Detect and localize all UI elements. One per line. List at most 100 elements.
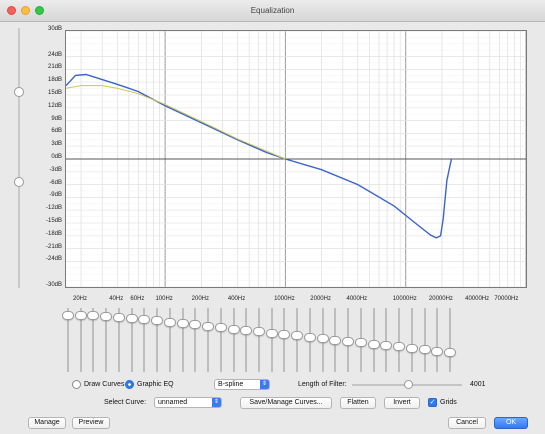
draw-curves-radio[interactable] [72,380,81,389]
grids-checkbox[interactable]: ✓ [428,398,437,407]
min-gain-thumb[interactable] [14,176,24,187]
eq-band-thumb[interactable] [291,331,304,341]
eq-band-slider[interactable] [418,308,431,372]
eq-band-thumb[interactable] [227,324,240,334]
eq-band-slider[interactable] [163,308,176,372]
y-tick-label: 12dB [47,102,62,109]
eq-band-thumb[interactable] [418,345,431,355]
eq-band-slider[interactable] [202,308,215,372]
eq-band-slider[interactable] [138,308,151,372]
eq-plot[interactable] [65,30,527,288]
eq-band-slider[interactable] [62,308,74,372]
cancel-button[interactable]: Cancel [448,417,486,429]
invert-button[interactable]: Invert [384,397,420,409]
eq-band-track [398,308,401,372]
eq-band-slider[interactable] [354,308,367,372]
eq-band-thumb[interactable] [202,321,215,331]
eq-band-thumb[interactable] [62,310,74,320]
eq-band-thumb[interactable] [163,317,176,327]
interpolation-select[interactable]: B-spline ⇕ [214,379,270,390]
eq-band-thumb[interactable] [253,327,265,337]
eq-band-slider[interactable] [265,308,278,372]
eq-band-slider[interactable] [329,308,342,372]
close-window-button[interactable] [7,6,16,15]
eq-band-thumb[interactable] [405,343,418,353]
filter-length-thumb[interactable] [404,380,413,389]
eq-band-slider[interactable] [342,308,355,372]
eq-band-thumb[interactable] [74,310,87,320]
eq-band-thumb[interactable] [316,334,329,344]
eq-curve-series-1 [65,85,286,160]
eq-band-track [283,308,286,372]
eq-band-thumb[interactable] [125,313,138,323]
eq-band-track [423,308,426,372]
eq-band-slider[interactable] [405,308,418,372]
eq-band-slider[interactable] [100,308,113,372]
eq-band-slider[interactable] [214,308,227,372]
curve-name-value: unnamed [158,399,188,406]
x-tick-label: 70000Hz [494,296,519,302]
eq-band-thumb[interactable] [240,325,253,335]
gain-scale-track [18,28,20,288]
eq-band-thumb[interactable] [444,347,456,357]
eq-band-thumb[interactable] [176,319,189,328]
eq-band-slider[interactable] [444,308,456,372]
eq-mode-row: Draw Curves Graphic EQ B-spline ⇕ Length… [0,378,545,392]
eq-band-thumb[interactable] [367,339,380,349]
curve-select[interactable]: unnamed ⇕ [154,397,222,408]
flatten-button[interactable]: Flatten [340,397,376,409]
eq-band-thumb[interactable] [303,332,316,342]
preview-button[interactable]: Preview [72,417,110,429]
x-tick-label: 2000Hz [310,296,331,302]
eq-band-thumb[interactable] [393,342,406,352]
eq-band-slider[interactable] [278,308,291,372]
gain-scale-slider[interactable] [14,28,24,288]
eq-band-slider[interactable] [431,308,444,372]
y-tick-label: -18dB [45,230,62,237]
chevron-updown-icon: ⇕ [212,398,221,407]
eq-band-slider[interactable] [87,308,100,372]
eq-band-thumb[interactable] [329,335,342,345]
eq-band-thumb[interactable] [214,323,227,333]
eq-band-thumb[interactable] [431,346,444,356]
eq-band-thumb[interactable] [380,341,393,350]
eq-band-slider[interactable] [367,308,380,372]
eq-band-thumb[interactable] [278,330,291,339]
eq-band-thumb[interactable] [265,328,278,338]
y-tick-label: 6dB [51,128,62,135]
window-titlebar: Equalization [0,0,545,22]
eq-band-slider[interactable] [393,308,406,372]
x-tick-label: 200Hz [191,296,209,302]
eq-band-thumb[interactable] [189,320,202,330]
eq-band-slider[interactable] [151,308,164,372]
eq-band-thumb[interactable] [138,314,151,324]
eq-band-slider[interactable] [303,308,316,372]
eq-band-slider[interactable] [176,308,189,372]
eq-band-thumb[interactable] [87,311,100,321]
eq-band-thumb[interactable] [112,312,125,322]
eq-band-thumb[interactable] [354,338,367,348]
eq-band-slider[interactable] [74,308,87,372]
save-manage-curves-button[interactable]: Save/Manage Curves... [240,397,332,409]
eq-band-thumb[interactable] [151,316,164,326]
manage-button[interactable]: Manage [28,417,66,429]
eq-band-slider[interactable] [253,308,265,372]
eq-band-slider[interactable] [291,308,304,372]
zoom-window-button[interactable] [35,6,44,15]
y-tick-label: -24dB [45,256,62,263]
eq-band-slider[interactable] [316,308,329,372]
eq-band-thumb[interactable] [100,312,113,322]
eq-band-slider[interactable] [240,308,253,372]
max-gain-thumb[interactable] [14,87,24,97]
minimize-window-button[interactable] [21,6,30,15]
eq-band-slider[interactable] [125,308,138,372]
eq-band-slider[interactable] [380,308,393,372]
eq-curve-chart[interactable] [65,30,527,288]
eq-band-slider[interactable] [189,308,202,372]
graphic-eq-radio[interactable] [125,380,134,389]
eq-band-thumb[interactable] [342,336,355,346]
eq-band-track [143,308,146,372]
ok-button[interactable]: OK [494,417,528,429]
eq-band-slider[interactable] [112,308,125,372]
eq-band-slider[interactable] [227,308,240,372]
